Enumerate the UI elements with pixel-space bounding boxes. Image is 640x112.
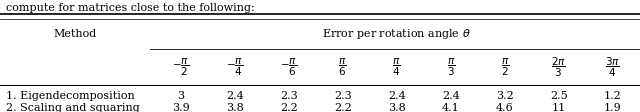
- Text: 2.2: 2.2: [334, 103, 351, 112]
- Text: $\dfrac{\pi}{6}$: $\dfrac{\pi}{6}$: [339, 57, 347, 78]
- Text: 2.5: 2.5: [550, 90, 568, 100]
- Text: $\dfrac{3\pi}{4}$: $\dfrac{3\pi}{4}$: [605, 56, 620, 79]
- Text: 3.8: 3.8: [226, 103, 244, 112]
- Text: 3.8: 3.8: [388, 103, 406, 112]
- Text: 4.6: 4.6: [496, 103, 514, 112]
- Text: $\dfrac{\pi}{3}$: $\dfrac{\pi}{3}$: [447, 57, 455, 78]
- Text: 2. Scaling and squaring: 2. Scaling and squaring: [6, 103, 140, 112]
- Text: Method: Method: [54, 29, 97, 39]
- Text: 1.9: 1.9: [604, 103, 622, 112]
- Text: $\dfrac{\pi}{4}$: $\dfrac{\pi}{4}$: [392, 57, 401, 78]
- Text: 2.4: 2.4: [226, 90, 244, 100]
- Text: 3.9: 3.9: [172, 103, 189, 112]
- Text: compute for matrices close to the following:: compute for matrices close to the follow…: [6, 3, 255, 13]
- Text: $-\dfrac{\pi}{2}$: $-\dfrac{\pi}{2}$: [172, 57, 189, 78]
- Text: Error per rotation angle $\theta$: Error per rotation angle $\theta$: [323, 27, 471, 41]
- Text: 4.1: 4.1: [442, 103, 460, 112]
- Text: 2.4: 2.4: [388, 90, 406, 100]
- Text: 1.2: 1.2: [604, 90, 622, 100]
- Text: 1. Eigendecomposition: 1. Eigendecomposition: [6, 90, 135, 100]
- Text: 3: 3: [177, 90, 184, 100]
- Text: $-\dfrac{\pi}{6}$: $-\dfrac{\pi}{6}$: [280, 57, 298, 78]
- Text: 2.3: 2.3: [334, 90, 351, 100]
- Text: 3.2: 3.2: [496, 90, 514, 100]
- Text: 2.3: 2.3: [280, 90, 298, 100]
- Text: 11: 11: [552, 103, 566, 112]
- Text: 2.4: 2.4: [442, 90, 460, 100]
- Text: $\dfrac{\pi}{2}$: $\dfrac{\pi}{2}$: [500, 57, 509, 78]
- Text: $-\dfrac{\pi}{4}$: $-\dfrac{\pi}{4}$: [226, 57, 243, 78]
- Text: 2.2: 2.2: [280, 103, 298, 112]
- Text: $\dfrac{2\pi}{3}$: $\dfrac{2\pi}{3}$: [552, 56, 566, 79]
